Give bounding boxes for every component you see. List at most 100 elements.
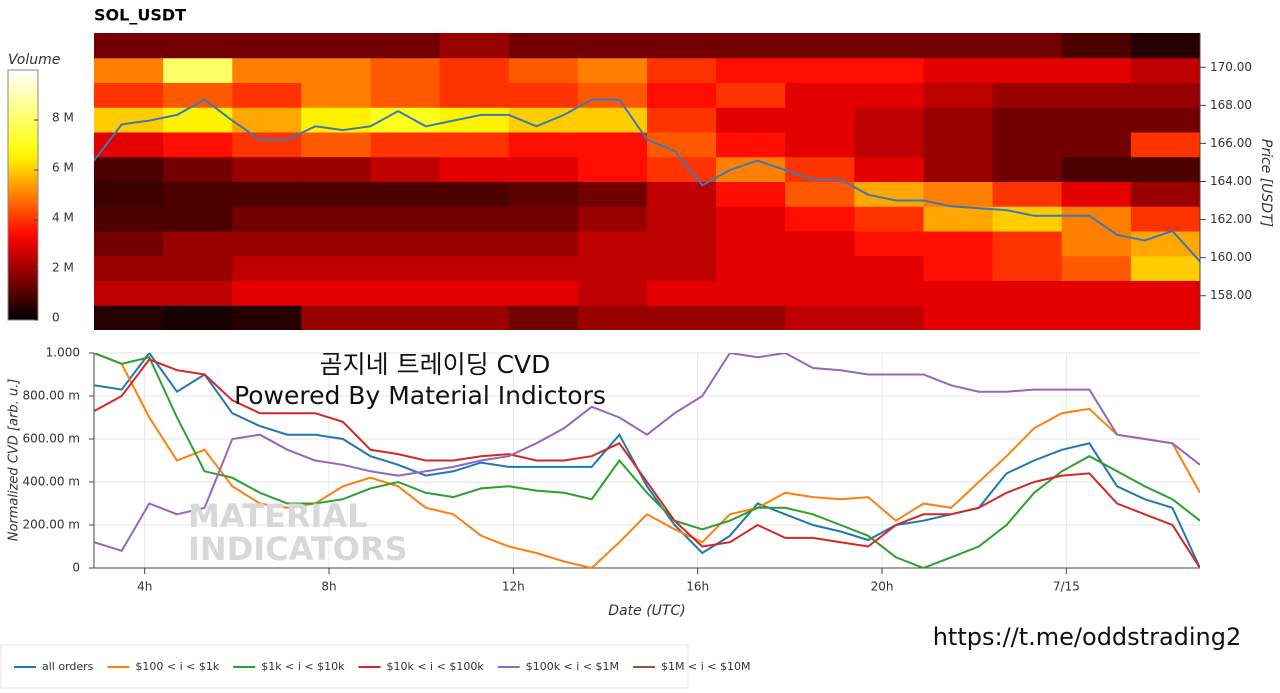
heat-cell (854, 255, 924, 281)
heat-cell (163, 107, 233, 133)
heat-cell (647, 305, 717, 330)
colorbar-tick-label: 8 M (52, 111, 74, 125)
heat-cell (1130, 132, 1200, 158)
chart-title: SOL_USDT (94, 6, 186, 25)
x-tick-label: 20h (871, 580, 894, 594)
x-tick-label: 16h (686, 580, 709, 594)
heat-cell (508, 280, 579, 306)
heat-cell (370, 305, 441, 330)
heat-cell (785, 33, 855, 59)
y-tick-label: 168.00 (1210, 98, 1252, 112)
heat-cell (647, 82, 717, 108)
heat-cell (854, 132, 924, 158)
heat-cell (992, 107, 1063, 133)
y-axis-label: Price [USDT] (1258, 139, 1274, 227)
heat-cell (1061, 33, 1132, 59)
heat-cell (163, 33, 233, 59)
heat-cell (854, 181, 924, 207)
heat-cell (923, 280, 994, 306)
heat-cell (577, 206, 648, 232)
heat-cell (508, 82, 579, 108)
colorbar-tick-label: 4 M (52, 211, 74, 225)
heat-cell (232, 181, 302, 207)
heat-cell (785, 231, 855, 257)
heat-cell (301, 255, 371, 281)
heat-cell (785, 206, 855, 232)
heat-cell (716, 82, 786, 108)
heat-cell (94, 231, 164, 257)
heat-cell (301, 57, 371, 83)
heat-cell (992, 156, 1063, 182)
legend-label: all orders (42, 660, 94, 673)
cells (94, 33, 1200, 330)
heat-cell (785, 57, 855, 83)
colorbar-tick-label: 6 M (52, 161, 74, 175)
y-tick-label: 200.00 m (23, 518, 81, 532)
y-tick-label: 400.00 m (23, 475, 81, 489)
heat-cell (163, 156, 233, 182)
heat-cell (1061, 181, 1132, 207)
heat-cell (439, 280, 510, 306)
heat-cell (716, 156, 786, 182)
heat-cell (1130, 231, 1200, 257)
heat-cell (439, 156, 510, 182)
heat-cell (854, 231, 924, 257)
heat-cell (716, 280, 786, 306)
heat-cell (301, 231, 371, 257)
heat-cell (785, 305, 855, 330)
heat-cell (1061, 57, 1132, 83)
heat-cell (716, 231, 786, 257)
heat-cell (785, 181, 855, 207)
watermark-logo: INDICATORS (188, 530, 408, 568)
heat-cell (508, 33, 579, 59)
heat-cell (1130, 156, 1200, 182)
heat-cell (577, 107, 648, 133)
heat-cell (577, 33, 648, 59)
heat-cell (854, 305, 924, 330)
heat-cell (94, 132, 164, 158)
heat-cell (232, 255, 302, 281)
heat-cell (716, 181, 786, 207)
cvd-line (94, 353, 1200, 568)
heat-cell (370, 57, 441, 83)
heat-cell (94, 280, 164, 306)
heat-cell (854, 107, 924, 133)
heat-cell (163, 181, 233, 207)
heat-cell (439, 231, 510, 257)
y-tick-label: 170.00 (1210, 60, 1252, 74)
heat-cell (94, 82, 164, 108)
heat-cell (992, 33, 1063, 59)
heat-cell (439, 82, 510, 108)
heat-cell (1130, 255, 1200, 281)
heat-cell (785, 82, 855, 108)
heatmap: 158.00 160.00 162.00 164.00 166.00 168.00 170.… (7, 33, 1252, 330)
heat-cell (1061, 280, 1132, 306)
heat-cell (301, 206, 371, 232)
cvd-line (94, 358, 1200, 568)
heat-cell (508, 206, 579, 232)
heat-cell (439, 305, 510, 330)
heat-cell (716, 132, 786, 158)
heat-cell (508, 132, 579, 158)
heat-cell (647, 280, 717, 306)
heat-cell (785, 255, 855, 281)
heat-cell (923, 206, 994, 232)
heat-cell (1130, 33, 1200, 59)
heat-cell (992, 181, 1063, 207)
heat-cell (923, 33, 994, 59)
heat-cell (1130, 181, 1200, 207)
heat-cell (992, 280, 1063, 306)
y-tick-label: 160.00 (1210, 250, 1252, 264)
y-tick-label: 800.00 m (23, 389, 81, 403)
heat-cell (854, 33, 924, 59)
heat-cell (785, 280, 855, 306)
heat-cell (992, 132, 1063, 158)
heat-cell (577, 82, 648, 108)
legend-label: $100 < i < $1k (135, 660, 219, 673)
heat-cell (301, 132, 371, 158)
legend-label: $1M < i < $10M (661, 660, 750, 673)
watermark-title: 곰지네 트레이딩 CVD (320, 350, 551, 379)
x-tick-label: 8h (321, 580, 336, 594)
heat-cell (163, 132, 233, 158)
heat-cell (992, 82, 1063, 108)
